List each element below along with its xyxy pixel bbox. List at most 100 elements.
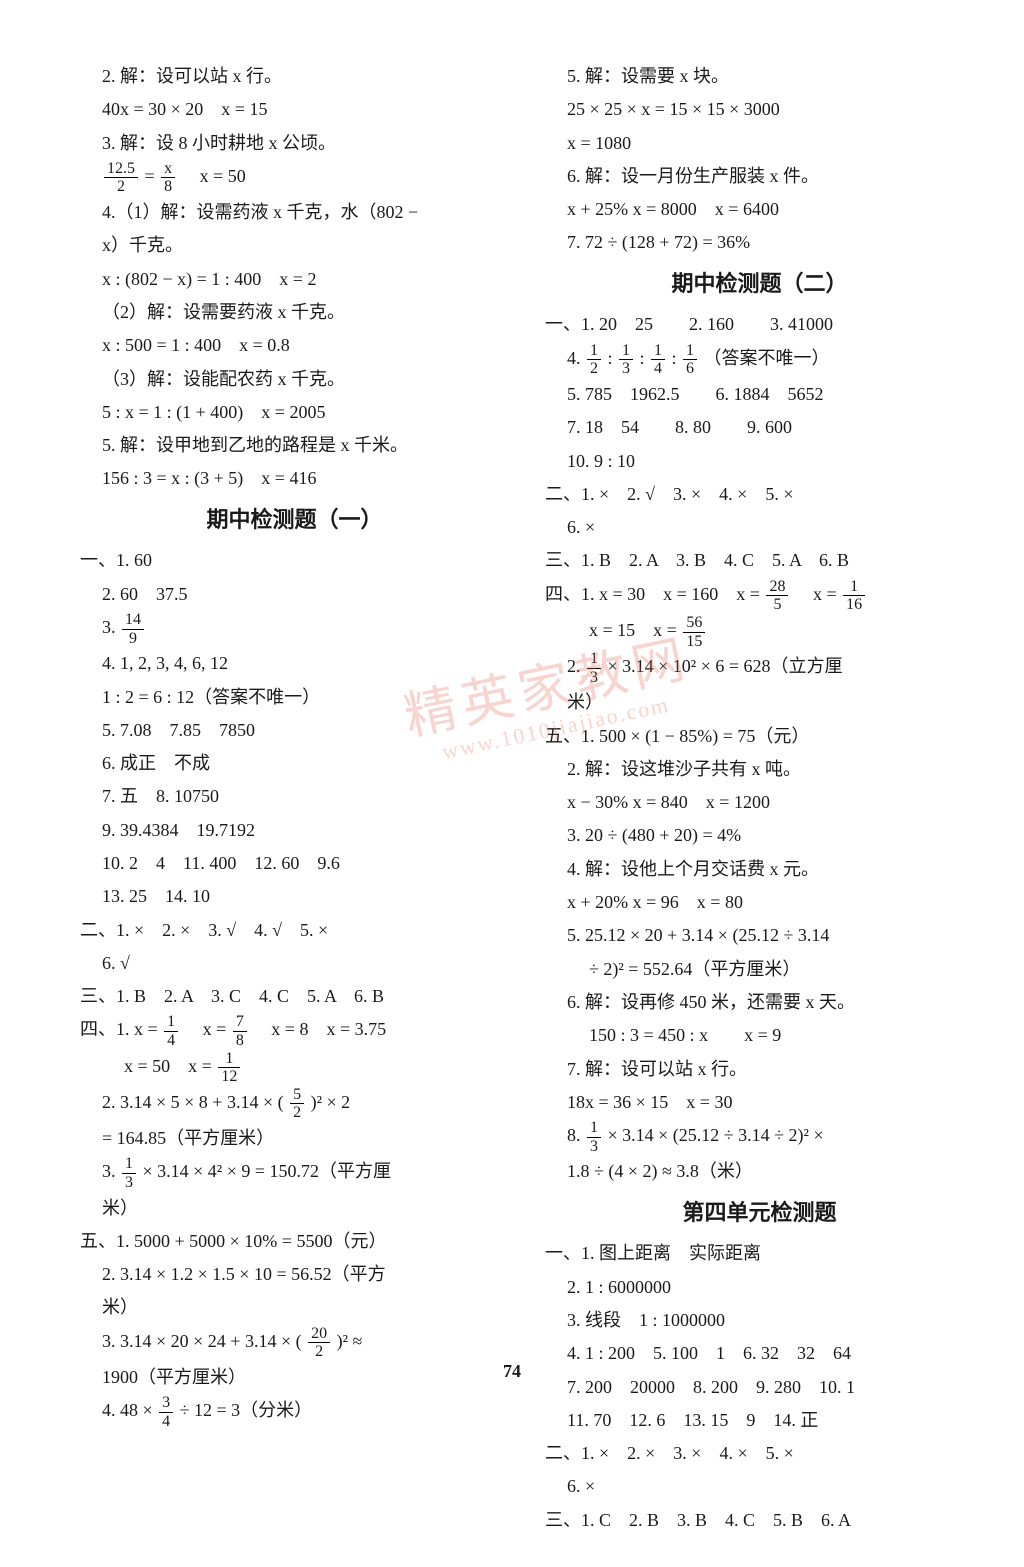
text-line: 3. 解：设 8 小时耕地 x 公顷。	[80, 127, 509, 160]
text-line: 二、1. × 2. √ 3. × 4. × 5. ×	[545, 478, 974, 511]
text-line: 四、1. x = 30 x = 160 x = 285 x = 116	[545, 578, 974, 614]
text-line: 3. 13 × 3.14 × 4² × 9 = 150.72（平方厘	[80, 1155, 509, 1191]
text: （答案不唯一）	[704, 348, 830, 368]
text-line: 米）	[80, 1291, 509, 1324]
text-line: 2. 解：设这堆沙子共有 x 吨。	[545, 753, 974, 786]
fraction: 78	[233, 1013, 247, 1049]
fraction: 52	[290, 1086, 304, 1122]
text-line: 五、1. 5000 + 5000 × 10% = 5500（元）	[80, 1225, 509, 1258]
fraction: x8	[161, 160, 175, 196]
fraction: 12	[587, 342, 601, 378]
text: 3.	[102, 617, 120, 637]
fraction: 5615	[683, 614, 705, 650]
text-line: 10. 2 4 11. 400 12. 60 9.6	[80, 847, 509, 880]
text-line: 6. 解：设一月份生产服装 x 件。	[545, 160, 974, 193]
equals: =	[145, 166, 160, 186]
text-line: 一、1. 60	[80, 544, 509, 577]
text: :	[608, 348, 618, 368]
text-line: 12.52 = x8 x = 50	[80, 160, 509, 196]
fraction: 13	[619, 342, 633, 378]
text-line: x = 15 x = 5615	[545, 614, 974, 650]
text-line: 5 : x = 1 : (1 + 400) x = 2005	[80, 396, 509, 429]
text-line: 5. 785 1962.5 6. 1884 5652	[545, 378, 974, 411]
text-line: 7. 五 8. 10750	[80, 780, 509, 813]
fraction: 116	[843, 578, 865, 614]
fraction: 34	[159, 1394, 173, 1430]
section-title-midterm1: 期中检测题（一）	[80, 500, 509, 541]
text-line: 8. 13 × 3.14 × (25.12 ÷ 3.14 ÷ 2)² ×	[545, 1119, 974, 1155]
text-line: 150 : 3 = 450 : x x = 9	[545, 1019, 974, 1052]
text-line: 6. ×	[545, 1470, 974, 1503]
text: 四、1. x = 30 x = 160 x =	[545, 584, 764, 604]
text-line: ÷ 2)² = 552.64（平方厘米）	[545, 953, 974, 986]
text-line: 2. 60 37.5	[80, 578, 509, 611]
text-line: 3. 20 ÷ (480 + 20) = 4%	[545, 819, 974, 852]
text: x =	[795, 584, 841, 604]
page-number: 74	[0, 1361, 1024, 1382]
text-line: 9. 39.4384 19.7192	[80, 814, 509, 847]
left-column: 2. 解：设可以站 x 行。 40x = 30 × 20 x = 15 3. 解…	[80, 60, 517, 1537]
text: 4. 48 ×	[102, 1400, 157, 1420]
text-line: 5. 解：设需要 x 块。	[545, 60, 974, 93]
text-line: x : (802 − x) = 1 : 400 x = 2	[80, 263, 509, 296]
text: :	[640, 348, 650, 368]
text-line: x − 30% x = 840 x = 1200	[545, 786, 974, 819]
text-line: 2. 1 : 6000000	[545, 1271, 974, 1304]
right-column: 5. 解：设需要 x 块。 25 × 25 × x = 15 × 15 × 30…	[537, 60, 974, 1537]
text-line: 一、1. 图上距离 实际距离	[545, 1237, 974, 1270]
fraction: 202	[308, 1325, 330, 1361]
text-line: 米）	[80, 1192, 509, 1225]
text-line: 5. 解：设甲地到乙地的路程是 x 千米。	[80, 429, 509, 462]
text-line: 2. 3.14 × 5 × 8 + 3.14 × ( 52 )² × 2	[80, 1086, 509, 1122]
text-line: 二、1. × 2. × 3. × 4. × 5. ×	[545, 1437, 974, 1470]
text-line: 6. √	[80, 947, 509, 980]
fraction: 12.52	[104, 160, 138, 196]
text-line: 25 × 25 × x = 15 × 15 × 3000	[545, 93, 974, 126]
text-line: 156 : 3 = x : (3 + 5) x = 416	[80, 462, 509, 495]
text: 2.	[567, 656, 585, 676]
text-line: 3. 149	[80, 611, 509, 647]
text-line: 二、1. × 2. × 3. √ 4. √ 5. ×	[80, 914, 509, 947]
text-line: 40x = 30 × 20 x = 15	[80, 93, 509, 126]
text: :	[672, 348, 682, 368]
text: × 3.14 × 4² × 9 = 150.72（平方厘	[143, 1162, 392, 1182]
text-line: 5. 25.12 × 20 + 3.14 × (25.12 ÷ 3.14	[545, 919, 974, 952]
fraction: 13	[587, 650, 601, 686]
text-line: 3. 线段 1 : 1000000	[545, 1304, 974, 1337]
text-line: （3）解：设能配农药 x 千克。	[80, 363, 509, 396]
text-line: 4. 解：设他上个月交话费 x 元。	[545, 853, 974, 886]
text-line: 10. 9 : 10	[545, 445, 974, 478]
text-line: x）千克。	[80, 229, 509, 262]
text: 3.	[102, 1162, 120, 1182]
text-line: 6. 解：设再修 450 米，还需要 x 天。	[545, 986, 974, 1019]
text-line: 7. 解：设可以站 x 行。	[545, 1053, 974, 1086]
text-line: 18x = 36 × 15 x = 30	[545, 1086, 974, 1119]
text-line: 13. 25 14. 10	[80, 880, 509, 913]
text: × 3.14 × (25.12 ÷ 3.14 ÷ 2)² ×	[608, 1125, 824, 1145]
text-line: （2）解：设需要药液 x 千克。	[80, 296, 509, 329]
text: × 3.14 × 10² × 6 = 628（立方厘	[608, 656, 843, 676]
fraction: 14	[651, 342, 665, 378]
text-line: 4. 48 × 34 ÷ 12 = 3（分米）	[80, 1394, 509, 1430]
text-line: 2. 13 × 3.14 × 10² × 6 = 628（立方厘	[545, 650, 974, 686]
fraction: 149	[122, 611, 144, 647]
text: )² ≈	[337, 1331, 363, 1351]
text: )² × 2	[311, 1092, 351, 1112]
text-line: 三、1. B 2. A 3. B 4. C 5. A 6. B	[545, 544, 974, 577]
text: x =	[185, 1020, 231, 1040]
fraction: 14	[164, 1013, 178, 1049]
text-line: 3. 3.14 × 20 × 24 + 3.14 × ( 202 )² ≈	[80, 1325, 509, 1361]
fraction: 16	[683, 342, 697, 378]
text: 2. 3.14 × 5 × 8 + 3.14 × (	[102, 1092, 284, 1112]
text-line: x + 25% x = 8000 x = 6400	[545, 193, 974, 226]
text-line: 4. 1, 2, 3, 4, 6, 12	[80, 647, 509, 680]
text: x = 50 x =	[124, 1056, 216, 1076]
text-line: 11. 70 12. 6 13. 15 9 14. 正	[545, 1404, 974, 1437]
fraction: 285	[766, 578, 788, 614]
text: x = 8 x = 3.75	[253, 1020, 386, 1040]
fraction: 112	[218, 1050, 240, 1086]
text-line: 4. 12 : 13 : 14 : 16 （答案不唯一）	[545, 342, 974, 378]
text: 3. 3.14 × 20 × 24 + 3.14 × (	[102, 1331, 302, 1351]
text-line: x = 50 x = 112	[80, 1050, 509, 1086]
text: 4.	[567, 348, 585, 368]
